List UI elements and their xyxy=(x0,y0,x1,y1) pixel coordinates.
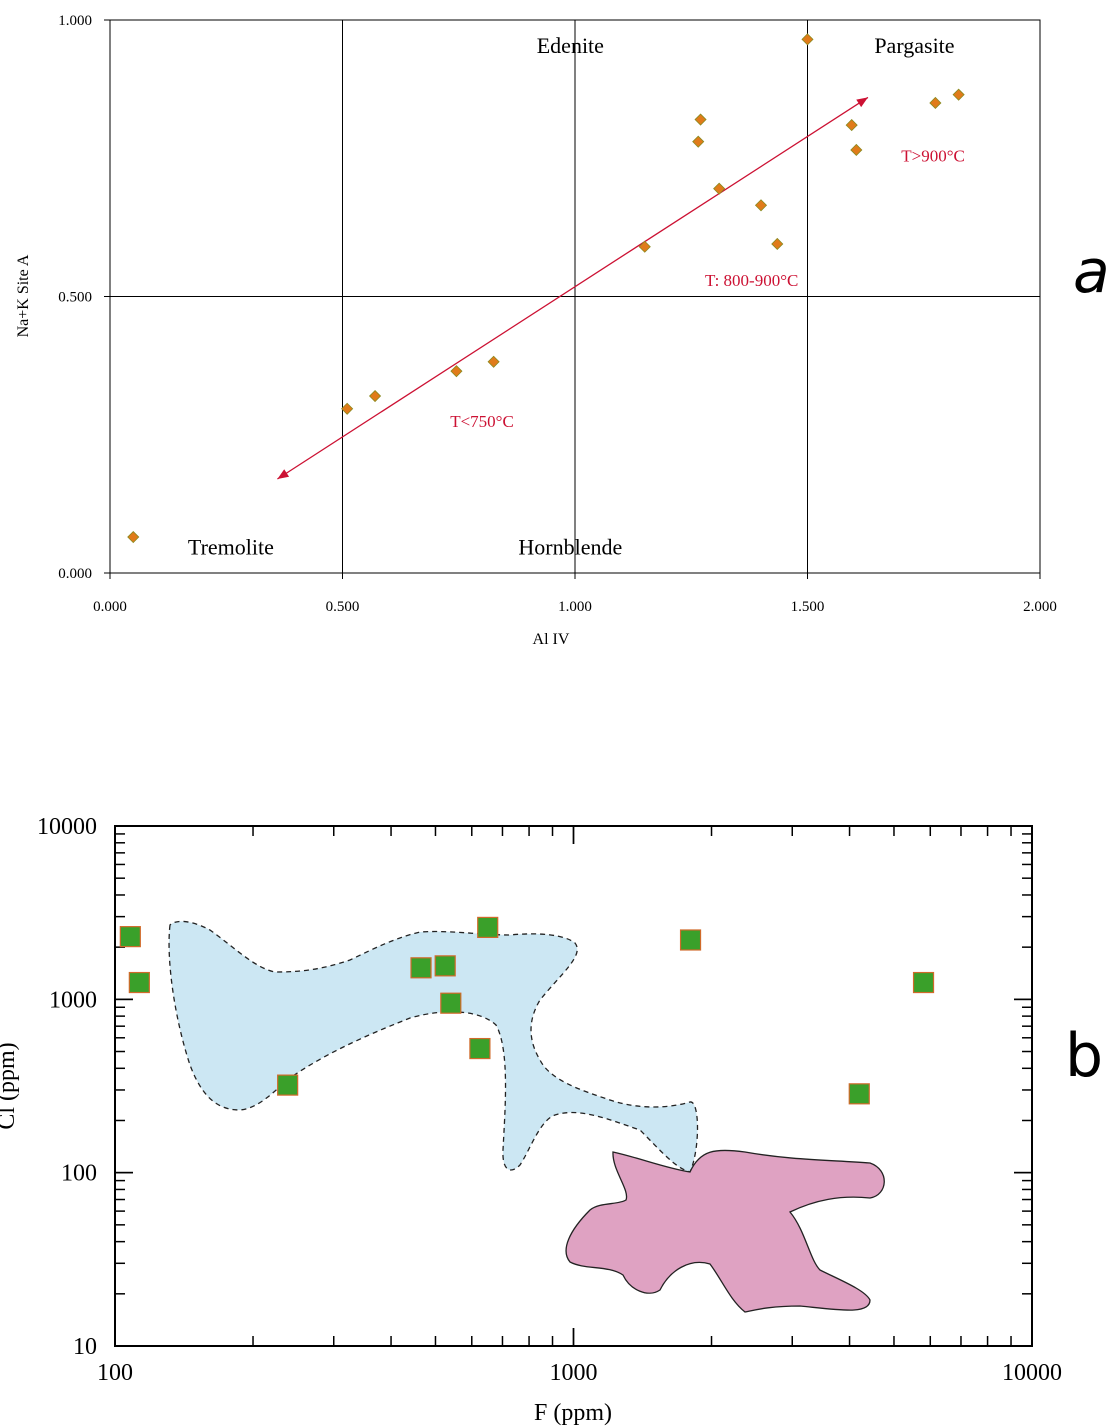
temperature-annotations: T>900°C T: 800-900°C T<750°C xyxy=(450,146,965,430)
axis-ticks-a: 0.000 0.500 1.000 1.500 2.000 0.000 0.500 1.000 xyxy=(58,13,1057,615)
y-tick-label-b: 10000 xyxy=(37,814,97,840)
data-point xyxy=(440,992,462,1014)
data-point xyxy=(801,33,814,46)
y-axis-label-b: Cl (ppm) xyxy=(0,1042,20,1129)
data-point xyxy=(469,1037,491,1060)
grid-a xyxy=(110,20,1040,573)
data-point xyxy=(952,88,965,101)
y-tick-label-a: 0.000 xyxy=(58,566,92,582)
data-point xyxy=(341,402,354,415)
data-point xyxy=(771,237,784,251)
data-point xyxy=(127,530,140,544)
x-tick-label-b: 100 xyxy=(97,1360,133,1386)
data-point xyxy=(638,240,651,253)
x-tick-label-a: 0.000 xyxy=(93,599,127,615)
field-label: Tremolite xyxy=(188,534,274,559)
temperature-label: T>900°C xyxy=(901,146,965,165)
y-axis-label-a: Na+K Site A xyxy=(15,254,32,337)
data-point xyxy=(410,957,432,979)
data-point xyxy=(119,926,141,948)
temperature-label: T: 800-900°C xyxy=(705,271,798,290)
data-point xyxy=(450,365,463,378)
y-tick-label-b: 10 xyxy=(73,1334,97,1360)
x-tick-label-b: 1000 xyxy=(550,1360,598,1386)
x-tick-label-a: 2.000 xyxy=(1023,599,1057,615)
data-point xyxy=(845,119,858,132)
data-point xyxy=(848,1083,870,1105)
data-point xyxy=(679,929,702,951)
points-b xyxy=(119,916,935,1105)
data-point xyxy=(850,143,863,157)
data-point xyxy=(754,199,768,212)
data-point xyxy=(713,182,726,195)
data-point xyxy=(128,971,150,994)
trend-arrow xyxy=(277,96,869,480)
x-tick-label-a: 1.000 xyxy=(558,599,592,615)
data-point xyxy=(487,355,500,368)
data-point xyxy=(692,135,705,148)
data-point xyxy=(368,389,382,403)
data-point xyxy=(477,916,499,939)
panel-label-b: b xyxy=(1065,1021,1103,1091)
trend-line xyxy=(277,96,869,480)
x-axis-label-b: F (ppm) xyxy=(534,1400,612,1426)
panel-a: 0.000 0.500 1.000 1.500 2.000 0.000 0.500 1.000… xyxy=(15,13,1110,648)
data-point xyxy=(434,955,456,977)
data-point xyxy=(694,113,707,126)
x-tick-label-a: 0.500 xyxy=(326,599,360,615)
field-label: Pargasite xyxy=(874,33,954,58)
arrow-head xyxy=(277,469,290,479)
region-pink-solid xyxy=(565,1149,885,1313)
field-label: Hornblende xyxy=(518,534,622,559)
data-point xyxy=(929,96,942,110)
data-point xyxy=(277,1074,299,1096)
temperature-label: T<750°C xyxy=(450,412,514,431)
data-point xyxy=(912,971,935,994)
points-a xyxy=(127,33,965,544)
region-blue-dashed xyxy=(168,920,699,1173)
y-tick-label-b: 1000 xyxy=(49,987,97,1013)
y-tick-label-b: 100 xyxy=(61,1161,97,1187)
x-axis-label-a: Al IV xyxy=(533,631,570,648)
field-label: Edenite xyxy=(537,33,604,58)
y-tick-label-a: 0.500 xyxy=(58,290,92,306)
field-labels-a: Edenite Pargasite Tremolite Hornblende xyxy=(188,33,955,560)
x-tick-label-b: 10000 xyxy=(1002,1360,1062,1386)
x-tick-label-a: 1.500 xyxy=(791,599,825,615)
y-tick-label-a: 1.000 xyxy=(58,13,92,29)
arrow-head xyxy=(856,97,868,108)
panel-label-a: a xyxy=(1073,237,1110,307)
